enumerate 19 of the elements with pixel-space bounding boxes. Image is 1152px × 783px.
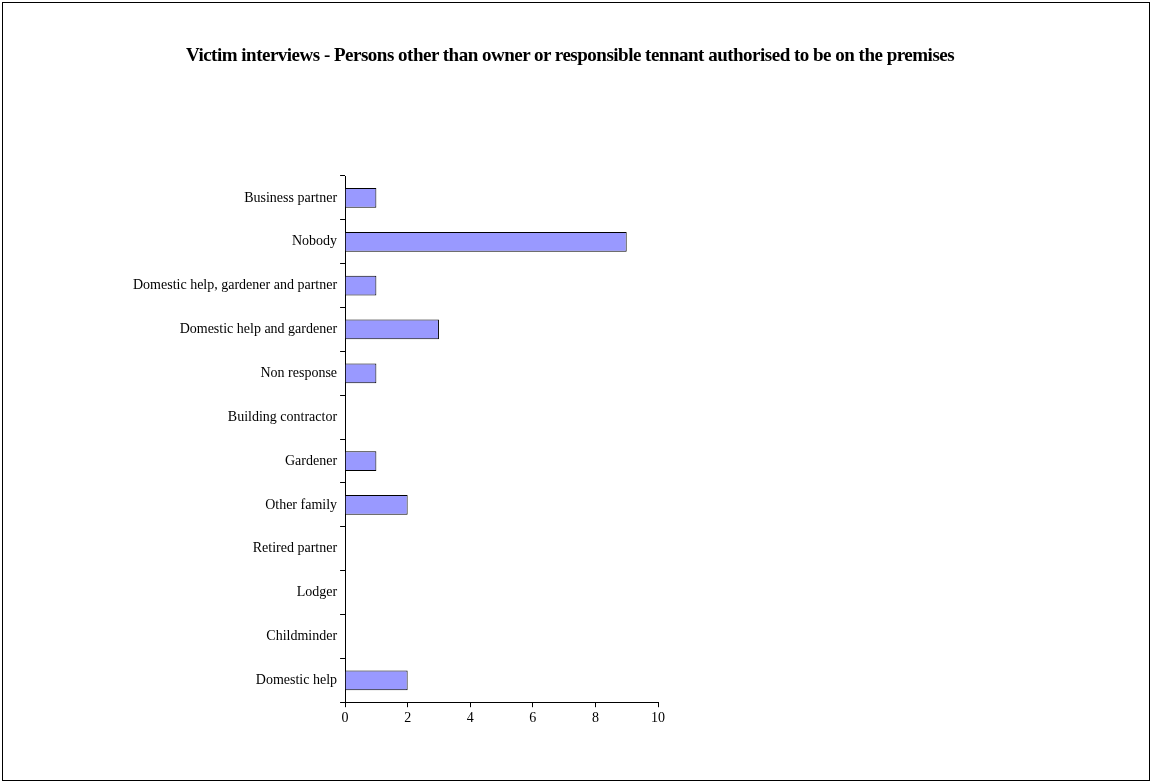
y-tick-label: Business partner (244, 189, 338, 205)
x-tick-label: 10 (651, 710, 665, 726)
chart-title: Victim interviews - Persons other than owner or responsible tennant authorised to be on the premises (184, 43, 956, 67)
y-tick-label: Non response (260, 365, 338, 380)
x-tick-label: 0 (341, 710, 349, 726)
y-tick-label: Gardener (285, 452, 338, 468)
y-tick-label: Retired partner (252, 540, 338, 556)
x-tick-label: 6 (529, 710, 537, 726)
x-tick-label: 4 (466, 710, 474, 726)
x-tick-label: 8 (591, 710, 599, 726)
x-tick-label: 2 (404, 710, 412, 726)
y-tick-label: Childminder (266, 628, 338, 644)
y-tick-label: Nobody (291, 233, 338, 249)
y-tick-label: Lodger (296, 584, 338, 600)
y-tick-label: Domestic help (255, 671, 338, 687)
y-tick-label: Other family (265, 496, 338, 512)
y-tick-label: Building contractor (227, 408, 338, 424)
y-tick-label: Domestic help and gardener (179, 321, 338, 337)
y-tick-label: Domestic help, gardener and partner (132, 277, 338, 293)
